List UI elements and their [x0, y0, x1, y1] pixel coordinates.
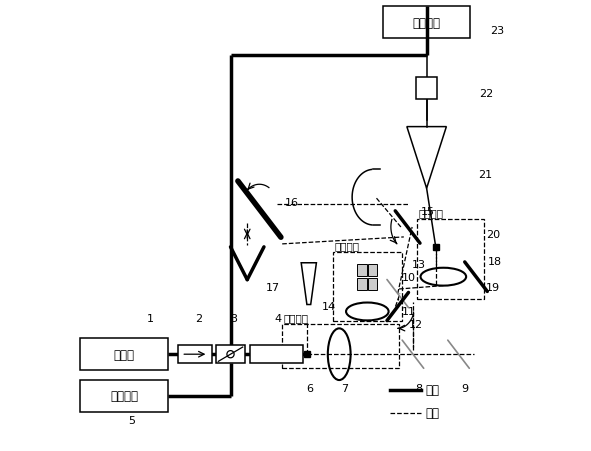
Text: 9: 9 — [462, 383, 469, 393]
Text: 23: 23 — [491, 26, 505, 36]
Ellipse shape — [421, 268, 466, 286]
Ellipse shape — [328, 329, 350, 380]
Text: 光纤: 光纤 — [425, 384, 439, 396]
Text: 10: 10 — [401, 272, 415, 282]
Bar — [80, 339, 168, 370]
Bar — [417, 220, 483, 299]
Text: 4: 4 — [275, 314, 282, 324]
Bar — [368, 264, 377, 276]
Text: 光轴: 光轴 — [425, 406, 439, 419]
Bar — [358, 278, 366, 290]
Text: 7: 7 — [341, 383, 348, 393]
Text: 16: 16 — [285, 198, 299, 207]
Text: 14: 14 — [322, 302, 336, 312]
Text: 通信接收: 通信接收 — [110, 390, 138, 403]
Bar — [282, 325, 400, 368]
Text: 发射光路: 发射光路 — [418, 207, 443, 217]
Text: 跟瞄光路: 跟瞄光路 — [335, 240, 360, 250]
Text: 18: 18 — [488, 256, 502, 266]
Text: 3: 3 — [230, 314, 238, 324]
Bar — [358, 264, 366, 276]
Ellipse shape — [346, 303, 389, 321]
Text: 接收光路: 接收光路 — [284, 313, 309, 322]
Text: 8: 8 — [415, 383, 423, 393]
Text: 11: 11 — [401, 307, 415, 317]
Text: 20: 20 — [486, 230, 500, 239]
Text: 19: 19 — [486, 282, 500, 292]
Bar — [249, 345, 303, 364]
Text: 1: 1 — [147, 314, 154, 324]
Text: 13: 13 — [411, 259, 426, 269]
Text: 2: 2 — [195, 314, 202, 324]
Bar — [178, 345, 212, 364]
Bar — [80, 380, 168, 412]
Text: 12: 12 — [409, 320, 423, 330]
Text: 激光器: 激光器 — [113, 348, 135, 361]
Text: 21: 21 — [478, 170, 492, 180]
Bar — [216, 345, 245, 364]
Bar — [333, 252, 401, 322]
Bar — [416, 78, 437, 100]
Bar — [368, 278, 377, 290]
Text: 15: 15 — [421, 207, 434, 216]
Bar — [383, 7, 470, 39]
Text: 17: 17 — [265, 282, 280, 292]
Text: 通信发射: 通信发射 — [413, 17, 441, 30]
Text: 6: 6 — [307, 383, 313, 393]
Text: 5: 5 — [128, 415, 135, 425]
Text: 22: 22 — [479, 88, 493, 99]
